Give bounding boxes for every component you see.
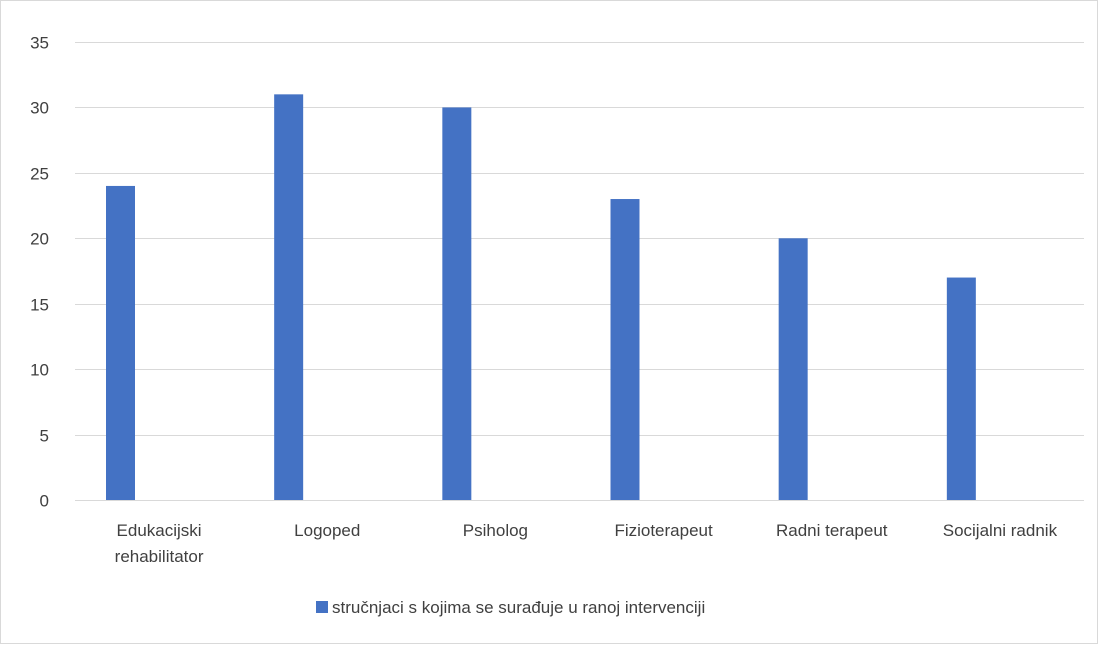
legend: stručnjaci s kojima se surađuje u ranoj … [316,598,705,617]
y-tick-label: 0 [40,492,49,511]
bar [610,199,640,500]
bar [442,107,472,500]
y-axis-ticks: 0 5 10 15 20 25 30 35 [30,34,49,511]
y-tick-label: 20 [30,230,49,249]
x-tick-label: Logoped [294,521,360,540]
bar [778,238,808,501]
y-tick-label: 35 [30,34,49,53]
bar [946,277,976,500]
gridlines [75,42,1084,501]
x-tick-label: Fizioterapeut [614,521,713,540]
y-tick-label: 30 [30,99,49,118]
x-tick-label: Psiholog [463,521,528,540]
bar [106,185,135,500]
y-tick-label: 10 [30,361,49,380]
y-tick-label: 5 [40,427,49,446]
y-tick-label: 25 [30,165,49,184]
x-axis-ticks: Edukacijski rehabilitator Logoped Psiholog F… [115,521,1058,566]
x-tick-label: Radni terapeut [776,521,888,540]
y-tick-label: 15 [30,296,49,315]
bar [274,94,304,500]
x-tick-label: Edukacijski rehabilitator [115,521,204,566]
legend-swatch [316,601,328,613]
legend-label: stručnjaci s kojima se surađuje u ranoj … [332,598,705,617]
x-tick-label: Socijalni radnik [943,521,1058,540]
bars [106,94,976,501]
